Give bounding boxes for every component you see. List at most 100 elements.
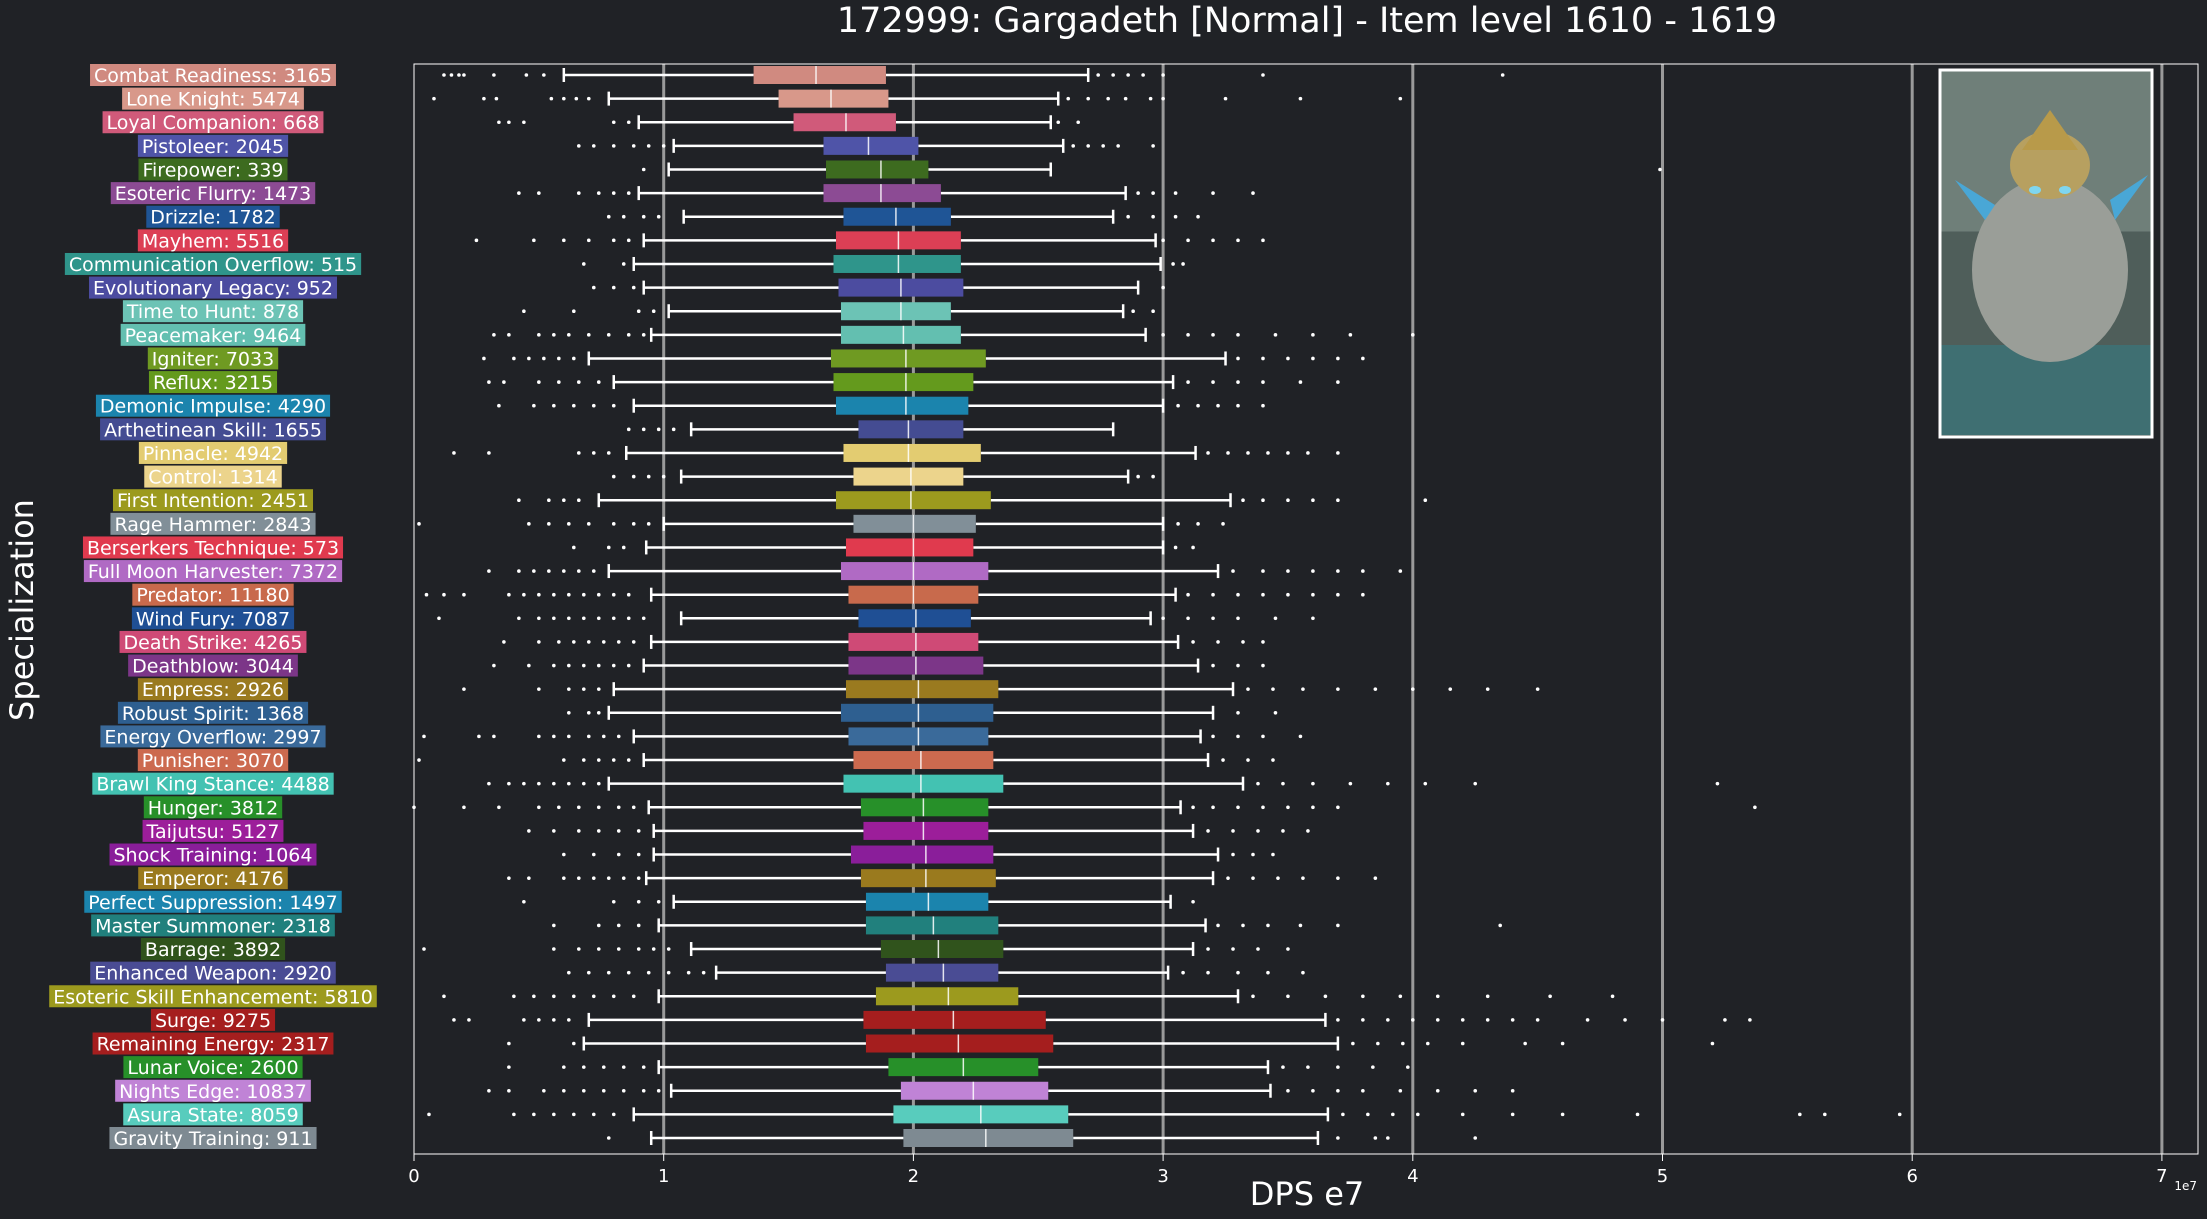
category-label-text: Emperor: 4176 [142, 868, 284, 890]
category-label-background [100, 725, 326, 748]
box-iqr [845, 680, 999, 699]
flier [1311, 356, 1315, 361]
flier [626, 333, 631, 337]
flier [646, 474, 651, 479]
flier [442, 592, 446, 597]
category-label-25: Deathblow: 3044 [128, 654, 298, 678]
flier [1336, 592, 1340, 597]
flier [562, 876, 566, 880]
flier [611, 144, 616, 148]
category-label-text: Nights Edge: 10837 [119, 1081, 307, 1103]
flier [1635, 1112, 1640, 1117]
flier [1425, 1041, 1430, 1046]
category-label-background [90, 64, 336, 86]
flier [1261, 640, 1265, 644]
flier [1241, 498, 1245, 503]
category-label-background [137, 678, 289, 701]
flier [1206, 451, 1210, 455]
flier [1148, 96, 1153, 101]
flier [1216, 923, 1220, 928]
flier [636, 923, 641, 928]
x-axis-ticks: 0 1 2 3 4 5 6 7 [408, 1154, 2168, 1187]
flier [517, 616, 521, 621]
flier [1473, 1136, 1478, 1140]
x-tick-label-3: 3 [1157, 1166, 1168, 1187]
flier [532, 238, 536, 243]
category-label-background [137, 749, 289, 772]
flier [1126, 214, 1130, 219]
flier [1273, 711, 1278, 715]
flier [586, 640, 591, 644]
flier [1266, 970, 1270, 975]
flier [552, 781, 556, 786]
flier [1311, 592, 1315, 597]
flier [606, 333, 611, 337]
flier [1236, 663, 1240, 668]
flier [577, 829, 581, 833]
flier [1610, 994, 1615, 999]
flier [596, 711, 601, 715]
flier [1173, 545, 1178, 550]
flier [1753, 805, 1757, 810]
flier [452, 451, 456, 455]
category-label-text: Reflux: 3215 [153, 372, 273, 394]
box-iqr [826, 160, 929, 179]
flier [552, 994, 556, 999]
flier [1510, 1018, 1515, 1022]
flier [552, 734, 556, 739]
box-7 [474, 231, 1265, 250]
flier [586, 711, 591, 715]
flier [626, 970, 631, 975]
flier [1298, 96, 1303, 101]
flier [1086, 96, 1090, 101]
flier [621, 262, 626, 266]
flier [542, 356, 546, 361]
flier [586, 238, 591, 243]
box-14 [497, 396, 1265, 415]
x-axis-label: DPS e7 [1250, 1175, 1364, 1213]
flier [1361, 592, 1365, 597]
flier [1361, 1018, 1365, 1022]
box-iqr [885, 963, 999, 982]
category-label-text: Robust Spirit: 1368 [122, 703, 304, 725]
flier [596, 592, 601, 597]
flier [1301, 876, 1305, 880]
box-iqr [840, 703, 994, 722]
flier [596, 805, 601, 810]
flier [552, 947, 556, 951]
flier [477, 734, 481, 739]
x-tick-label-1: 1 [658, 1166, 669, 1187]
flier [646, 144, 651, 148]
flier [1221, 758, 1225, 762]
flier [591, 285, 596, 290]
box-iqr [848, 632, 979, 651]
category-label-45: Gravity Training: 911 [109, 1127, 317, 1150]
category-label-background [122, 87, 304, 110]
flier [522, 120, 526, 125]
flier [1186, 380, 1190, 384]
flier [1211, 616, 1215, 621]
flier [626, 191, 631, 195]
flier [1191, 899, 1195, 904]
flier [626, 758, 631, 762]
flier [1176, 403, 1180, 408]
flier [497, 120, 501, 125]
box-iqr [858, 420, 964, 439]
flier [1261, 569, 1265, 573]
flier [1151, 144, 1155, 148]
flier [482, 356, 486, 361]
flier [1710, 1041, 1715, 1046]
flier [462, 805, 466, 810]
category-label-26: Empress: 2926 [137, 678, 289, 701]
flier [631, 994, 636, 999]
flier [611, 191, 616, 195]
flier [596, 758, 601, 762]
box-34 [507, 869, 1378, 888]
category-label-11: Peacemaker: 9464 [120, 323, 306, 347]
category-label-background [119, 630, 307, 653]
flier [567, 616, 571, 621]
category-label-text: Rage Hammer: 2843 [114, 514, 311, 536]
category-label-text: Arthetinean Skill: 1655 [104, 419, 322, 441]
flier [542, 73, 546, 77]
